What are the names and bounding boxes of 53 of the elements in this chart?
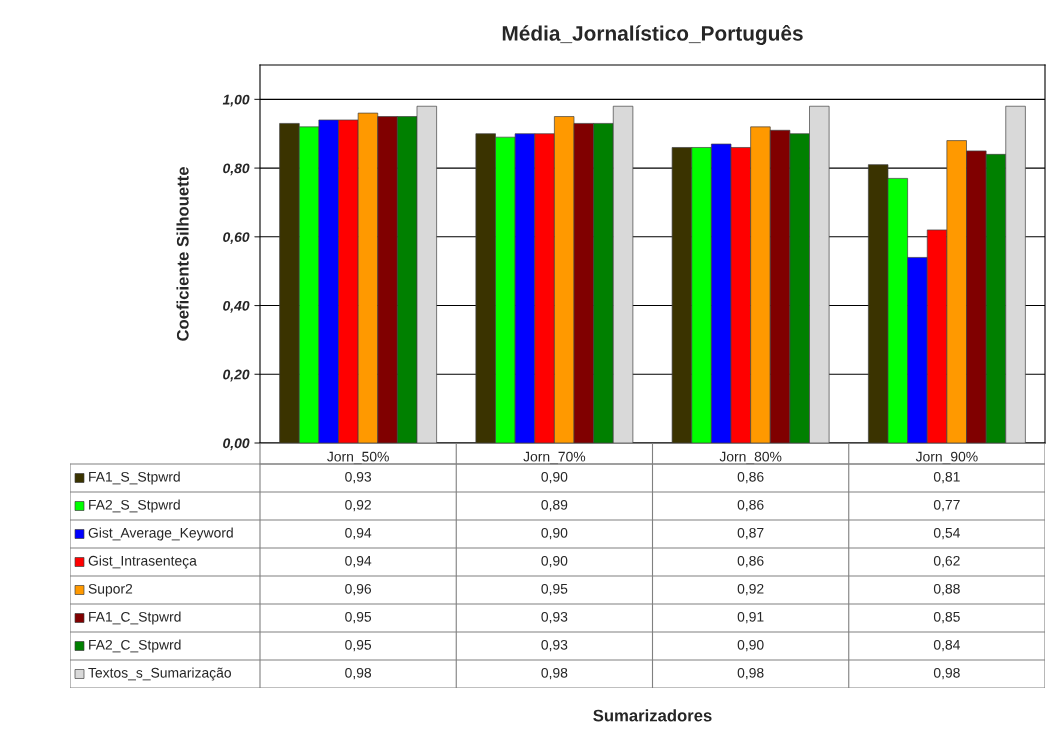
data-label: 0,90 [541, 555, 568, 568]
x-tick-label: Jorn_70% [523, 451, 586, 465]
data-label: 0,94 [345, 555, 372, 568]
data-label: 0,85 [933, 611, 960, 624]
legend-label: Supor2 [88, 583, 133, 597]
data-label: 0,98 [737, 667, 764, 680]
data-label: 0,95 [345, 639, 372, 652]
y-tick-label: 0,40 [223, 300, 250, 313]
data-label: 0,90 [541, 527, 568, 540]
legend-label: Textos_s_Sumarização [88, 667, 231, 681]
data-label: 0,86 [737, 555, 764, 568]
data-label: 0,90 [541, 471, 568, 484]
data-label: 0,54 [933, 527, 960, 540]
data-label: 0,92 [737, 583, 764, 596]
data-label: 0,77 [933, 499, 960, 512]
data-label: 0,98 [345, 667, 372, 680]
y-tick-label: 1,00 [222, 94, 250, 107]
legend-label: FA2_S_Stpwrd [89, 499, 180, 513]
data-label: 0,91 [737, 611, 764, 624]
data-label: 0,93 [345, 471, 372, 484]
data-label: 0,93 [541, 639, 568, 652]
data-label: 0,81 [933, 471, 960, 484]
data-label: 0,98 [541, 667, 568, 680]
legend-label: Gist_Intrasenteça [88, 555, 197, 569]
data-label: 0,89 [541, 499, 568, 512]
data-label: 0,95 [345, 611, 372, 624]
legend-label: FA1_S_Stpwrd [89, 471, 180, 485]
y-axis-title: Coeficiente Silhouette [176, 167, 189, 341]
chart-title: Média_Jornalístico_Português [502, 25, 803, 45]
legend-label: Gist_Average_Keyword [88, 527, 233, 541]
legend-label: FA2_C_Stpwrd [89, 639, 181, 653]
data-label: 0,95 [541, 583, 568, 596]
data-label: 0,90 [737, 639, 764, 652]
data-label: 0,94 [345, 527, 372, 540]
data-label: 0,87 [737, 527, 764, 540]
x-tick-label: Jorn_90% [915, 451, 978, 465]
y-tick-label: 0,60 [223, 232, 250, 244]
data-label: 0,92 [345, 499, 371, 512]
data-label: 0,88 [933, 583, 960, 596]
x-tick-label: Jorn_50% [327, 451, 389, 465]
data-label: 0,62 [933, 555, 960, 568]
y-tick-label: 0,00 [223, 438, 250, 451]
y-tick-label: 0,20 [223, 369, 250, 382]
data-label: 0,96 [345, 583, 372, 596]
data-label: 0,98 [933, 667, 960, 680]
x-tick-label: Jorn_80% [719, 451, 782, 465]
data-label: 0,84 [933, 639, 960, 652]
text: Sumarizadores [593, 709, 712, 722]
data-label: 0,86 [737, 471, 764, 484]
data-label: 0,93 [541, 611, 568, 624]
data-label: 0,86 [737, 499, 764, 512]
y-tick-label: 0,80 [223, 163, 250, 176]
legend-label: FA1_C_Stpwrd [89, 611, 181, 625]
